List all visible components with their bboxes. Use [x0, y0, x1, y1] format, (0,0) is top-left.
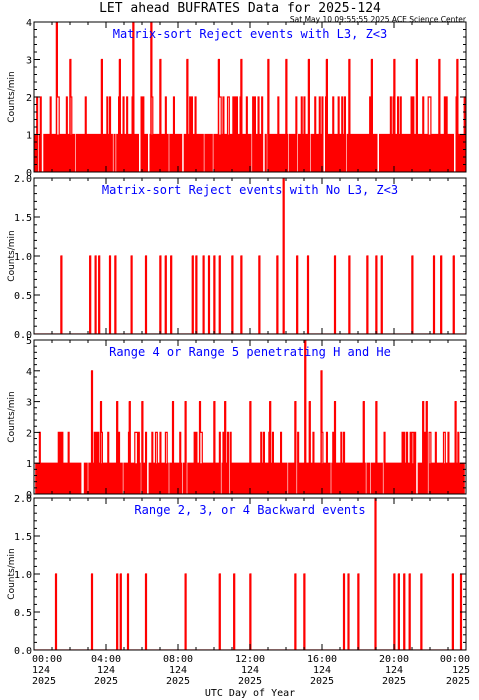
x-tick-label: 2025	[238, 676, 262, 687]
x-tick-label: 2025	[382, 676, 406, 687]
x-tick-label: 124	[32, 665, 50, 676]
data-series	[34, 340, 466, 494]
panel-2: 0.0 0.5 1.0 1.5 2.0 Counts/min Matrix-sort Rej…	[7, 174, 467, 341]
y-axis-label: Counts/min	[7, 71, 17, 122]
x-tick-label: 124	[169, 665, 187, 676]
y-tick-label: 1.0	[14, 570, 32, 581]
timestamp-label: Sat May 10 09:55:55 2025 ACE Science Cen…	[290, 15, 467, 24]
x-tick-label: 124	[241, 665, 259, 676]
x-tick-label: 124	[385, 665, 403, 676]
y-tick-label: 4	[26, 367, 32, 378]
y-tick-label: 1	[26, 131, 32, 142]
panel-title: Range 2, 3, or 4 Backward events	[134, 503, 365, 517]
y-tick-label: 1	[26, 459, 32, 470]
x-tick-label: 2025	[446, 676, 470, 687]
x-tick-label: 124	[97, 665, 115, 676]
y-tick-label: 0.5	[14, 608, 32, 619]
y-tick-label: 2.0	[14, 494, 32, 505]
x-tick-label: 2025	[32, 676, 56, 687]
y-axis-label: Counts/min	[7, 391, 17, 442]
figure-title: LET ahead BUFRATES Data for 2025-124	[99, 1, 381, 16]
y-tick-label: 3	[26, 56, 32, 67]
x-tick-label: 2025	[94, 676, 118, 687]
panel-title: Matrix-sort Reject events with L3, Z<3	[113, 27, 388, 41]
panels-group: 0 1 2 3 4 Counts/min Matrix-sort Reject events…	[7, 18, 467, 657]
y-tick-label: 1.0	[14, 252, 32, 263]
x-tick-label: 04:00	[91, 654, 121, 665]
y-tick-label: 5	[26, 336, 32, 347]
y-tick-label: 1.5	[14, 213, 32, 224]
y-axis-label: Counts/min	[7, 230, 17, 281]
x-tick-label: 12:00	[235, 654, 265, 665]
x-tick-label: 00:00	[32, 654, 62, 665]
data-series	[34, 178, 466, 334]
y-tick-label: 0.0	[14, 646, 32, 657]
y-axis-label: Counts/min	[7, 548, 17, 599]
panel-title: Matrix-sort Reject events with No L3, Z<…	[102, 183, 398, 197]
x-tick-label: 08:00	[163, 654, 193, 665]
step-line	[34, 340, 466, 494]
x-tick-label: 2025	[166, 676, 190, 687]
x-tick-label: 125	[452, 665, 470, 676]
data-series	[34, 498, 466, 650]
y-tick-label: 3	[26, 398, 32, 409]
y-tick-label: 0.5	[14, 291, 32, 302]
x-axis: 00:00124202504:00124202508:00124202512:0…	[32, 654, 470, 687]
y-tick-label: 0	[26, 490, 32, 501]
y-tick-label: 4	[26, 18, 32, 29]
x-axis-label: UTC Day of Year	[205, 688, 295, 699]
y-tick-label: 2.0	[14, 174, 32, 185]
y-tick-label: 0	[26, 168, 32, 179]
panel-1: 0 1 2 3 4 Counts/min Matrix-sort Reject events…	[7, 18, 467, 179]
x-tick-label: 20:00	[379, 654, 409, 665]
y-tick-label: 1.5	[14, 532, 32, 543]
x-tick-label: 16:00	[307, 654, 337, 665]
x-tick-label: 124	[313, 665, 331, 676]
y-tick-label: 0.0	[14, 330, 32, 341]
x-tick-label: 00:00	[440, 654, 470, 665]
x-tick-label: 2025	[310, 676, 334, 687]
panel-4: 0.0 0.5 1.0 1.5 2.0 Counts/min Range 2, 3, or …	[7, 494, 467, 657]
data-series	[34, 22, 466, 172]
panel-title: Range 4 or Range 5 penetrating H and He	[109, 345, 391, 359]
panel-3: 0 1 2 3 4 5 Counts/min Range 4 or Range 5 penet…	[7, 336, 467, 501]
y-tick-label: 2	[26, 93, 32, 104]
y-tick-label: 2	[26, 428, 32, 439]
